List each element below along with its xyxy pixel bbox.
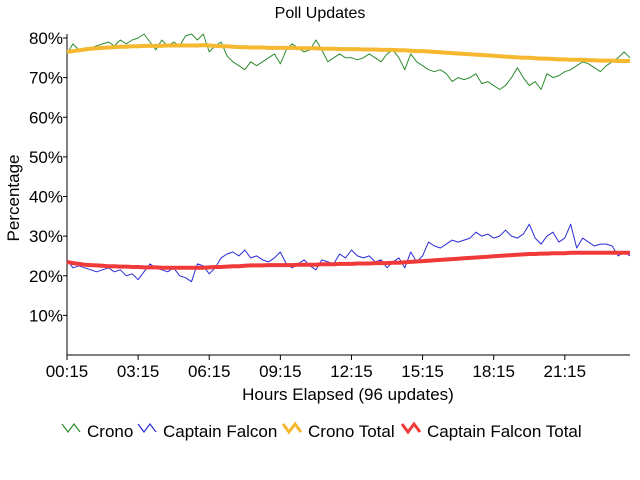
chart-title: Poll Updates <box>275 5 366 22</box>
y-ticks: 10% 20% 30% 40% 50% 60% 70% 80% <box>29 29 67 325</box>
x-tick-label: 15:15 <box>401 362 444 381</box>
x-tick-label: 09:15 <box>259 362 302 381</box>
series-line-crono <box>66 33 631 90</box>
x-axis-label: Hours Elapsed (96 updates) <box>242 385 454 404</box>
legend-swatch-captain-falcon-total <box>400 421 422 435</box>
legend-label-crono-total: Crono Total <box>308 422 395 441</box>
legend-label-captain-falcon-total: Captain Falcon Total <box>427 422 582 441</box>
legend-label-crono: Crono <box>87 422 133 441</box>
axes <box>66 34 630 356</box>
x-tick-label: 00:15 <box>46 362 89 381</box>
y-tick-label: 60% <box>29 108 63 127</box>
x-tick-label: 21:15 <box>544 362 587 381</box>
x-tick-label: 18:15 <box>472 362 515 381</box>
legend-swatch-crono-total <box>281 421 303 435</box>
legend-label-captain-falcon: Captain Falcon <box>163 422 277 441</box>
legend-swatch-crono <box>61 423 81 433</box>
series-line-captain-falcon-total <box>66 250 630 270</box>
x-ticks: 00:15 03:15 06:15 09:15 12:15 15:15 18:15 21:15 <box>46 355 586 381</box>
y-tick-label: 80% <box>29 29 63 48</box>
y-axis-label: Percentage <box>4 155 23 242</box>
x-tick-label: 06:15 <box>188 362 231 381</box>
y-tick-label: 30% <box>29 227 63 246</box>
legend: Crono Captain Falcon Crono Total Captain Fa… <box>61 421 582 441</box>
y-tick-label: 20% <box>29 267 63 286</box>
y-tick-label: 70% <box>29 69 63 88</box>
x-tick-label: 12:15 <box>330 362 373 381</box>
series-line-crono-total <box>66 43 630 63</box>
y-tick-label: 50% <box>29 148 63 167</box>
x-tick-label: 03:15 <box>117 362 160 381</box>
plot-area <box>66 33 631 283</box>
y-tick-label: 10% <box>29 306 63 325</box>
y-tick-label: 40% <box>29 188 63 207</box>
legend-swatch-captain-falcon <box>137 423 157 433</box>
